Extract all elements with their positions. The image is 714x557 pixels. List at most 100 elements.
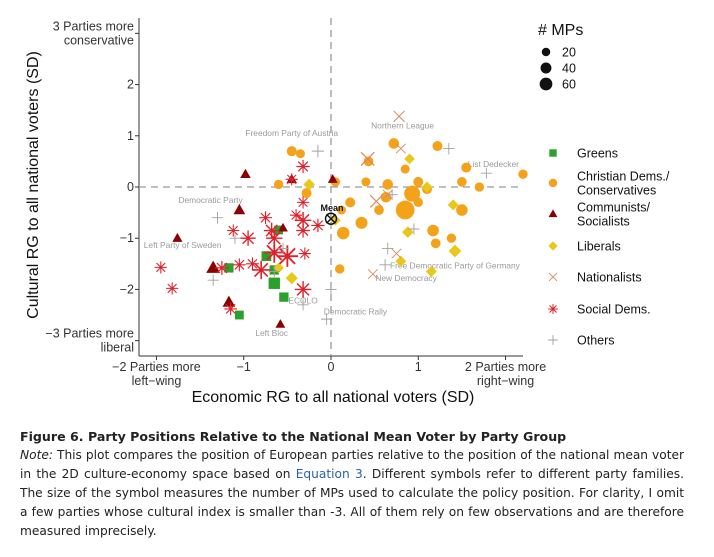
data-point-others <box>268 265 280 278</box>
y-tick-label: 1 <box>127 129 134 143</box>
party-annotation: Left Party of Sweden <box>144 240 222 250</box>
y-tick-label: −2 <box>120 282 134 296</box>
legend-marker-greens <box>549 149 557 157</box>
data-point-others <box>408 223 420 235</box>
y-tick-label: 2 <box>127 78 134 92</box>
data-point-socialdems <box>296 196 310 209</box>
equation-link[interactable]: Equation 3 <box>295 467 363 481</box>
data-point-christian <box>336 205 346 215</box>
data-point-nationalists <box>367 268 378 280</box>
data-point-liberals <box>448 244 462 258</box>
data-point-socialdems <box>246 257 259 271</box>
data-point-greens <box>279 292 289 302</box>
data-point-nationalists <box>360 151 375 166</box>
y-tick-label: −3 Parties more liberal <box>45 327 134 355</box>
data-point-communists <box>172 232 183 242</box>
data-point-nationalists <box>395 143 406 154</box>
data-point-liberals <box>303 178 316 191</box>
data-point-others <box>379 259 391 271</box>
data-point-christian <box>457 177 467 187</box>
data-point-socialdems <box>240 230 256 246</box>
data-point-socialdems <box>290 209 303 222</box>
series-christian <box>273 138 528 274</box>
size-legend-label: 60 <box>562 78 576 92</box>
data-point-christian <box>400 164 410 174</box>
data-point-socialdems <box>264 242 285 263</box>
data-point-others <box>311 145 324 158</box>
data-point-communists <box>233 203 246 215</box>
data-point-communists <box>206 260 221 273</box>
data-point-christian <box>446 233 457 243</box>
data-point-christian <box>286 146 297 157</box>
data-point-christian <box>273 179 284 190</box>
x-tick-label: 0 <box>328 360 335 374</box>
caption-title: Figure 6. Party Positions Relative to th… <box>20 429 567 444</box>
data-point-socialdems <box>259 211 272 225</box>
data-point-socialdems <box>227 224 240 237</box>
data-point-christian <box>427 224 439 237</box>
data-point-christian <box>413 197 423 208</box>
data-point-liberals <box>285 272 298 285</box>
x-tick-label: −1 <box>237 360 251 374</box>
data-point-christian <box>388 138 400 149</box>
data-point-socialdems <box>166 282 179 295</box>
x-tick-label: −2 Parties more left−wing <box>112 360 201 388</box>
data-point-christian <box>413 176 424 187</box>
data-point-nationalists <box>369 194 383 208</box>
data-point-communists <box>240 168 251 178</box>
legend-label-socialdems: Social Dems. <box>577 303 651 317</box>
y-axis-title: Cultural RG to all national voters (SD) <box>25 51 42 319</box>
caption-text-1: This plot compares the position of Europ… <box>20 448 684 481</box>
data-point-christian <box>335 264 345 274</box>
data-point-liberals <box>404 153 415 165</box>
series-communists <box>172 168 338 328</box>
party-annotation: Democratic Party <box>178 195 243 205</box>
data-point-socialdems <box>224 302 238 316</box>
data-point-others <box>229 232 241 244</box>
data-point-greens <box>261 251 272 262</box>
mean-marker-cross <box>326 213 336 224</box>
data-point-christian <box>361 177 371 187</box>
data-point-communists <box>327 174 338 183</box>
legend-marker-nationalists <box>548 272 558 282</box>
data-point-socialdems <box>263 222 280 239</box>
data-point-christian <box>395 200 415 220</box>
data-point-christian <box>363 156 374 167</box>
data-point-others <box>207 274 219 286</box>
x-tick-label: 1 <box>415 360 422 374</box>
series-socialdems <box>154 159 325 316</box>
data-point-christian <box>295 149 305 159</box>
data-point-socialdems <box>285 173 298 186</box>
party-annotation: List Dedecker <box>468 159 519 169</box>
data-point-others <box>321 313 333 325</box>
data-point-christian <box>432 141 443 152</box>
data-point-socialdems <box>251 260 271 280</box>
mean-label: Mean <box>320 203 343 213</box>
data-point-liberals <box>421 181 433 193</box>
caption-note-label: Note: <box>20 448 53 462</box>
party-annotation: Northern League <box>371 121 434 131</box>
party-annotation: Democratic Rally <box>324 306 388 316</box>
data-point-socialdems <box>294 212 312 229</box>
data-point-socialdems <box>214 260 229 275</box>
size-legend-marker <box>540 62 552 74</box>
data-point-others <box>325 283 337 296</box>
figure-caption: Figure 6. Party Positions Relative to th… <box>20 427 684 541</box>
data-point-communists <box>222 295 236 307</box>
data-point-others <box>386 189 398 201</box>
legend-label-nationalists: Nationalists <box>577 271 642 285</box>
data-point-communists <box>278 222 288 232</box>
data-point-others <box>381 242 394 255</box>
caption-text-2: . Different symbols refer to different p… <box>20 467 684 538</box>
y-tick-label: −1 <box>120 231 134 245</box>
legend-label-christian: Christian Dems./Conservatives <box>577 170 670 198</box>
data-point-socialdems <box>154 261 167 274</box>
data-point-socialdems <box>294 281 312 298</box>
data-point-christian <box>355 216 368 229</box>
legend-marker-socialdems <box>548 304 558 314</box>
legend-marker-others <box>548 335 558 345</box>
legend-marker-liberals <box>548 241 558 251</box>
party-annotation: Free Democratic Party of Germany <box>390 260 521 270</box>
series-others <box>207 142 492 325</box>
data-point-christian <box>461 162 472 173</box>
